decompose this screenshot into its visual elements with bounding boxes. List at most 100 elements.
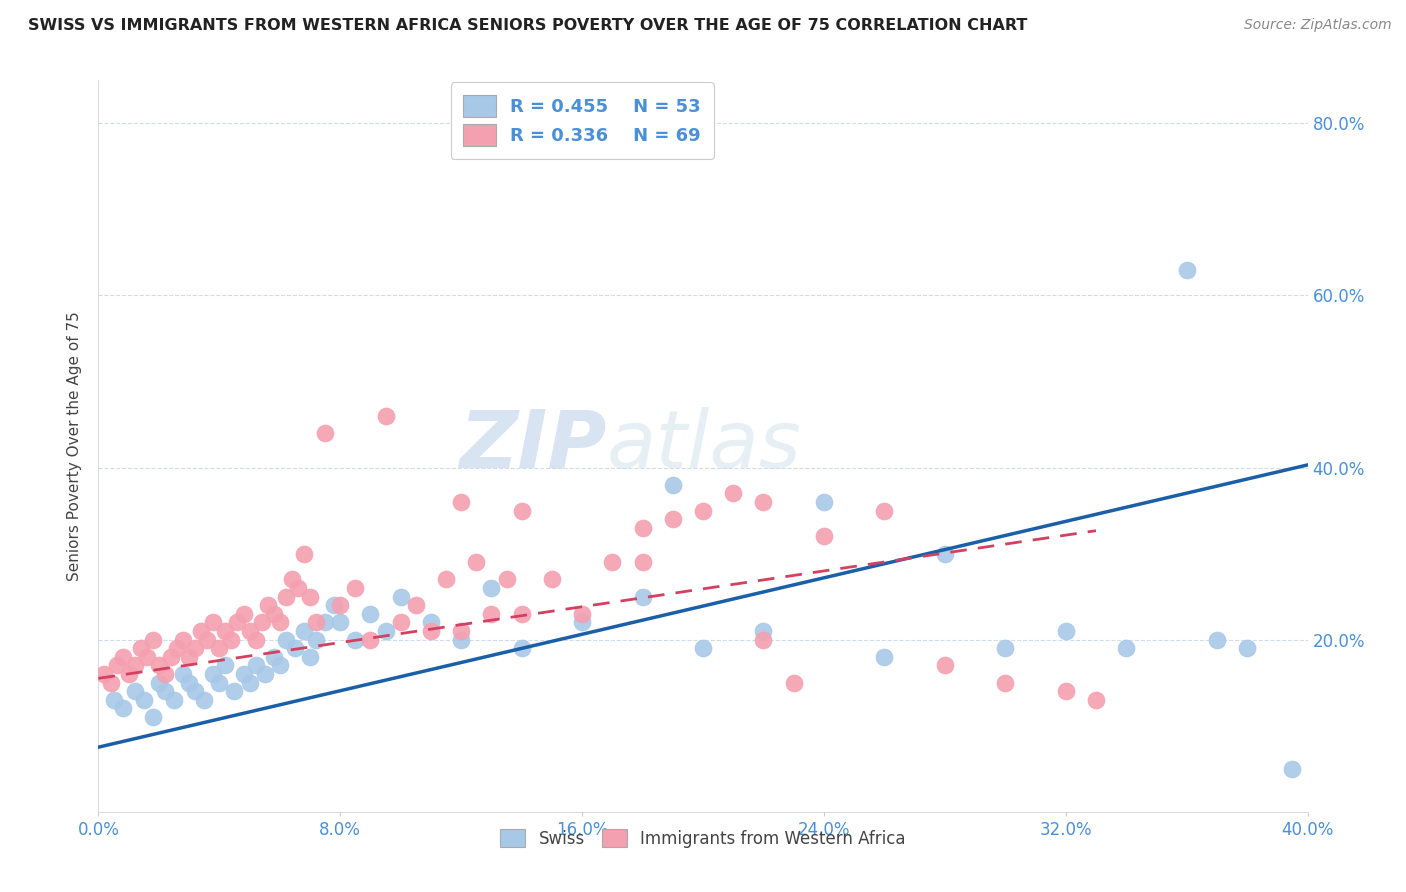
Point: [245, 658, 267, 673]
Point: [934, 547, 956, 561]
Point: [292, 547, 315, 561]
Point: [253, 667, 276, 681]
Point: [287, 581, 309, 595]
Point: [132, 693, 155, 707]
Point: [1054, 624, 1077, 638]
Point: [214, 658, 236, 673]
Point: [250, 615, 273, 630]
Point: [124, 658, 146, 673]
Point: [873, 649, 896, 664]
Point: [873, 503, 896, 517]
Point: [374, 624, 396, 638]
Point: [405, 598, 427, 612]
Point: [1054, 684, 1077, 698]
Point: [344, 632, 367, 647]
Point: [105, 658, 128, 673]
Point: [631, 521, 654, 535]
Point: [124, 684, 146, 698]
Point: [184, 641, 207, 656]
Point: [179, 649, 201, 664]
Point: [631, 555, 654, 569]
Point: [299, 649, 322, 664]
Point: [692, 641, 714, 656]
Legend: Swiss, Immigrants from Western Africa: Swiss, Immigrants from Western Africa: [494, 822, 912, 855]
Point: [752, 495, 775, 509]
Point: [344, 581, 367, 595]
Point: [434, 573, 457, 587]
Point: [195, 632, 218, 647]
Point: [111, 701, 134, 715]
Point: [232, 667, 254, 681]
Point: [495, 573, 517, 587]
Point: [208, 641, 231, 656]
Point: [571, 615, 593, 630]
Point: [661, 477, 683, 491]
Point: [103, 693, 125, 707]
Point: [284, 641, 307, 656]
Point: [281, 573, 304, 587]
Point: [135, 649, 157, 664]
Point: [148, 675, 170, 690]
Point: [420, 615, 443, 630]
Point: [221, 632, 243, 647]
Text: Source: ZipAtlas.com: Source: ZipAtlas.com: [1244, 18, 1392, 32]
Point: [723, 486, 745, 500]
Point: [1175, 262, 1198, 277]
Point: [1236, 641, 1258, 656]
Point: [269, 658, 291, 673]
Point: [142, 710, 165, 724]
Point: [1206, 632, 1229, 647]
Point: [602, 555, 624, 569]
Point: [314, 426, 336, 441]
Point: [360, 607, 382, 621]
Point: [239, 624, 262, 638]
Point: [465, 555, 488, 569]
Point: [510, 641, 533, 656]
Point: [172, 667, 194, 681]
Point: [374, 409, 396, 423]
Point: [1281, 762, 1303, 776]
Point: [269, 615, 291, 630]
Point: [202, 667, 225, 681]
Point: [245, 632, 267, 647]
Point: [118, 667, 141, 681]
Point: [129, 641, 152, 656]
Point: [420, 624, 443, 638]
Point: [450, 495, 472, 509]
Point: [142, 632, 165, 647]
Point: [329, 615, 352, 630]
Point: [274, 590, 297, 604]
Point: [813, 495, 835, 509]
Point: [179, 675, 201, 690]
Point: [226, 615, 249, 630]
Point: [193, 693, 215, 707]
Point: [263, 649, 285, 664]
Point: [299, 590, 322, 604]
Point: [305, 615, 328, 630]
Point: [93, 667, 115, 681]
Point: [329, 598, 352, 612]
Point: [166, 641, 188, 656]
Point: [481, 581, 503, 595]
Point: [263, 607, 285, 621]
Point: [571, 607, 593, 621]
Point: [481, 607, 503, 621]
Point: [450, 632, 472, 647]
Point: [360, 632, 382, 647]
Point: [274, 632, 297, 647]
Point: [934, 658, 956, 673]
Point: [1085, 693, 1108, 707]
Point: [813, 529, 835, 543]
Text: SWISS VS IMMIGRANTS FROM WESTERN AFRICA SENIORS POVERTY OVER THE AGE OF 75 CORRE: SWISS VS IMMIGRANTS FROM WESTERN AFRICA …: [28, 18, 1028, 33]
Point: [232, 607, 254, 621]
Point: [783, 675, 806, 690]
Text: ZIP: ZIP: [458, 407, 606, 485]
Point: [224, 684, 246, 698]
Point: [389, 615, 412, 630]
Point: [661, 512, 683, 526]
Y-axis label: Seniors Poverty Over the Age of 75: Seniors Poverty Over the Age of 75: [67, 311, 83, 581]
Point: [148, 658, 170, 673]
Point: [184, 684, 207, 698]
Point: [994, 675, 1017, 690]
Point: [994, 641, 1017, 656]
